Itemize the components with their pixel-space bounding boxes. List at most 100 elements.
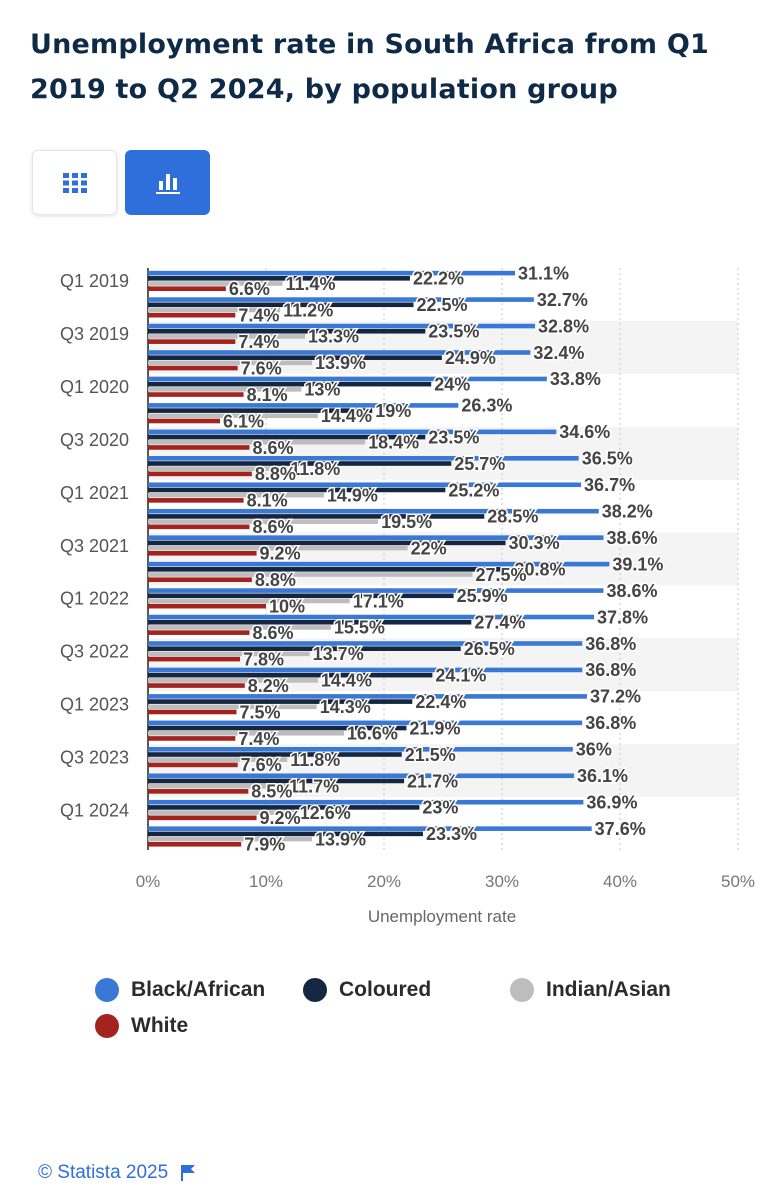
bar-white-q3-2020[interactable] — [148, 445, 250, 450]
bar-coloured-q3-2021[interactable] — [148, 540, 506, 546]
bar-white-q3-2022[interactable] — [148, 656, 241, 662]
bar-black-african-q2-2019[interactable] — [148, 297, 534, 302]
bar-indian-asian-q1-2024[interactable] — [148, 810, 297, 815]
flag-icon[interactable] — [180, 1164, 196, 1182]
bar-black-african-q2-2021[interactable] — [148, 508, 599, 514]
bar-white-q4-2021[interactable] — [148, 577, 252, 583]
bar-indian-asian-q1-2023[interactable] — [148, 704, 317, 710]
bar-indian-asian-q3-2023[interactable] — [148, 757, 288, 763]
bar-white-q4-2020[interactable] — [148, 471, 252, 477]
bar-white-q1-2022[interactable] — [148, 603, 266, 609]
legend-item-coloured[interactable]: Coloured — [303, 978, 431, 1002]
bar-white-q2-2023[interactable] — [148, 736, 236, 741]
bar-black-african-q2-2024[interactable] — [148, 826, 592, 831]
bar-coloured-q3-2020[interactable] — [148, 434, 426, 440]
bar-coloured-q1-2022[interactable] — [148, 593, 454, 599]
bar-black-african-q3-2023[interactable] — [148, 747, 573, 752]
bar-white-q2-2022[interactable] — [148, 630, 250, 635]
bar-coloured-q1-2021[interactable] — [148, 487, 446, 493]
bar-indian-asian-q4-2021[interactable] — [148, 572, 473, 577]
bar-coloured-q3-2023[interactable] — [148, 752, 402, 757]
bar-black-african-q1-2019[interactable] — [148, 270, 515, 276]
bar-coloured-q3-2022[interactable] — [148, 646, 461, 651]
bar-indian-asian-q2-2024[interactable] — [148, 836, 313, 842]
bar-indian-asian-q3-2019[interactable] — [148, 334, 305, 339]
data-label-white-q1-2020: 8.1% — [247, 385, 288, 405]
bar-white-q2-2019[interactable] — [148, 312, 236, 318]
bar-indian-asian-q4-2019[interactable] — [148, 360, 313, 366]
bar-coloured-q2-2022[interactable] — [148, 619, 472, 625]
bar-white-q3-2023[interactable] — [148, 762, 238, 768]
bar-white-q2-2020[interactable] — [148, 418, 220, 424]
bar-indian-asian-q1-2022[interactable] — [148, 598, 350, 604]
legend-item-white[interactable]: White — [95, 1014, 188, 1038]
bar-indian-asian-q1-2019[interactable] — [148, 281, 283, 286]
data-label-black-african-q2-2021: 38.2% — [602, 502, 653, 522]
bar-coloured-q2-2019[interactable] — [148, 302, 414, 308]
bar-indian-asian-q4-2023[interactable] — [148, 783, 287, 789]
bar-coloured-q4-2020[interactable] — [148, 461, 452, 466]
bar-coloured-q2-2020[interactable] — [148, 408, 373, 413]
table-view-button[interactable] — [32, 150, 117, 215]
bar-black-african-q1-2024[interactable] — [148, 799, 584, 805]
bar-white-q4-2022[interactable] — [148, 683, 245, 688]
data-label-indian-asian-q1-2022: 17.1% — [353, 591, 404, 611]
bar-coloured-q2-2021[interactable] — [148, 514, 485, 519]
bar-indian-asian-q3-2022[interactable] — [148, 651, 310, 657]
bar-black-african-q4-2019[interactable] — [148, 350, 531, 355]
bar-indian-asian-q2-2023[interactable] — [148, 730, 344, 736]
bar-indian-asian-q3-2020[interactable] — [148, 439, 366, 445]
bar-indian-asian-q1-2020[interactable] — [148, 387, 302, 392]
bar-white-q4-2019[interactable] — [148, 365, 238, 371]
bar-black-african-q3-2022[interactable] — [148, 641, 583, 646]
bar-black-african-q4-2022[interactable] — [148, 667, 583, 673]
bar-indian-asian-q2-2019[interactable] — [148, 307, 281, 313]
bar-coloured-q4-2019[interactable] — [148, 355, 442, 360]
bar-coloured-q1-2019[interactable] — [148, 276, 410, 281]
bar-indian-asian-q2-2022[interactable] — [148, 625, 331, 630]
bar-coloured-q2-2023[interactable] — [148, 725, 407, 731]
bar-black-african-q3-2019[interactable] — [148, 323, 536, 329]
bar-coloured-q4-2023[interactable] — [148, 778, 405, 784]
bar-black-african-q3-2021[interactable] — [148, 535, 604, 540]
bar-white-q3-2021[interactable] — [148, 550, 257, 556]
bar-indian-asian-q2-2020[interactable] — [148, 413, 318, 419]
bar-white-q1-2023[interactable] — [148, 709, 237, 715]
bar-white-q2-2024[interactable] — [148, 841, 242, 847]
bar-coloured-q3-2019[interactable] — [148, 328, 426, 334]
bar-black-african-q2-2020[interactable] — [148, 403, 459, 408]
bar-white-q1-2024[interactable] — [148, 815, 257, 821]
bar-indian-asian-q2-2021[interactable] — [148, 519, 379, 524]
bar-black-african-q2-2023[interactable] — [148, 720, 583, 726]
bar-black-african-q1-2022[interactable] — [148, 588, 604, 593]
bar-black-african-q4-2020[interactable] — [148, 456, 579, 461]
bar-black-african-q3-2020[interactable] — [148, 429, 557, 435]
bar-coloured-q1-2024[interactable] — [148, 805, 420, 810]
bar-white-q1-2019[interactable] — [148, 286, 226, 292]
bar-indian-asian-q3-2021[interactable] — [148, 545, 408, 551]
bar-indian-asian-q1-2021[interactable] — [148, 492, 324, 498]
bar-indian-asian-q4-2022[interactable] — [148, 678, 318, 683]
bar-coloured-q1-2020[interactable] — [148, 381, 432, 387]
statista-credit[interactable]: © Statista 2025 — [38, 1162, 196, 1184]
legend-item-black-african[interactable]: Black/African — [95, 978, 265, 1002]
bar-coloured-q4-2022[interactable] — [148, 672, 433, 678]
legend-item-indian-asian[interactable]: Indian/Asian — [510, 978, 671, 1002]
chart-view-button[interactable] — [125, 150, 210, 215]
bar-coloured-q2-2024[interactable] — [148, 831, 423, 837]
bar-white-q4-2023[interactable] — [148, 789, 249, 794]
bar-black-african-q4-2021[interactable] — [148, 561, 610, 567]
bar-black-african-q2-2022[interactable] — [148, 614, 595, 620]
bar-black-african-q4-2023[interactable] — [148, 773, 574, 779]
bar-black-african-q1-2020[interactable] — [148, 376, 547, 382]
bar-white-q1-2020[interactable] — [148, 392, 244, 397]
bar-white-q3-2019[interactable] — [148, 339, 236, 344]
bar-indian-asian-q4-2020[interactable] — [148, 466, 288, 472]
bar-coloured-q4-2021[interactable] — [148, 567, 512, 572]
bar-coloured-q1-2023[interactable] — [148, 699, 413, 704]
bar-white-q2-2021[interactable] — [148, 524, 250, 530]
bar-white-q1-2021[interactable] — [148, 498, 244, 503]
data-label-white-q1-2024: 9.2% — [260, 808, 301, 828]
bar-black-african-q1-2021[interactable] — [148, 482, 582, 488]
bar-black-african-q1-2023[interactable] — [148, 694, 587, 699]
